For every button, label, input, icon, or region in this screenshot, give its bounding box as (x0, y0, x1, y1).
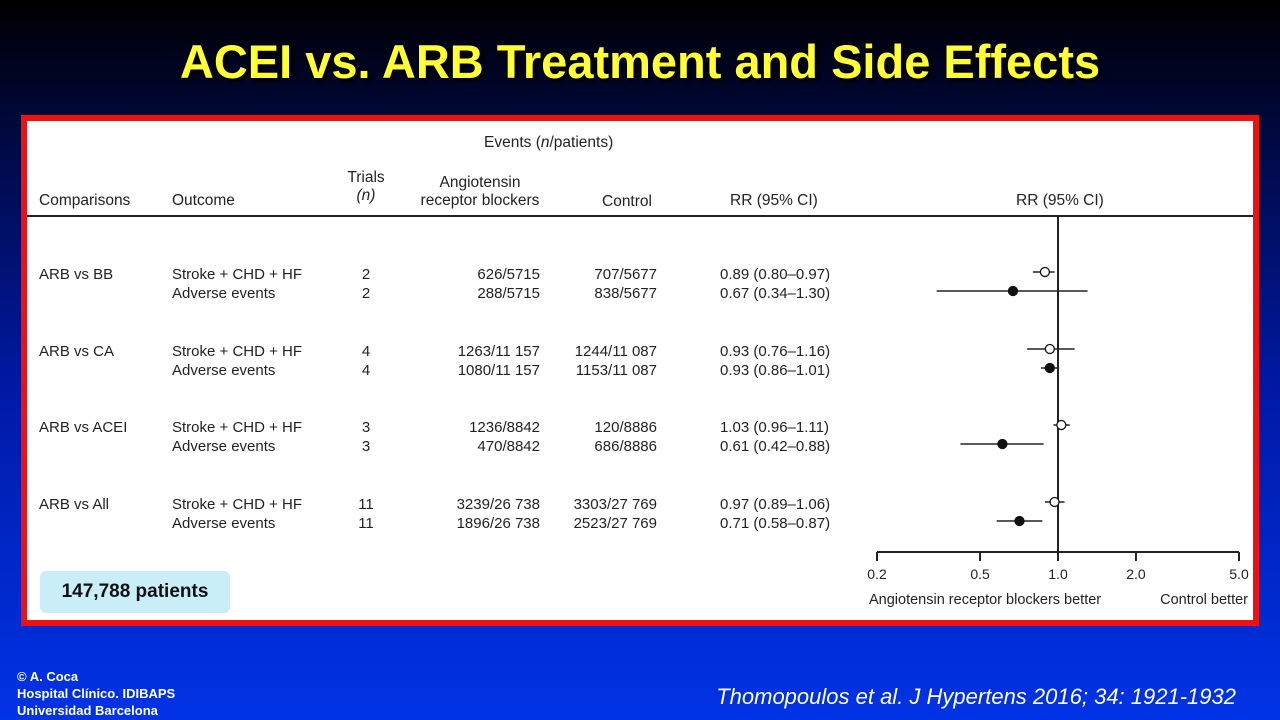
x-tick-label: 1.0 (1048, 566, 1068, 582)
rr-point (1039, 266, 1051, 278)
arb-events-cell: 288/5715 (477, 285, 540, 302)
outcome-cell: Stroke + CHD + HF (172, 266, 303, 283)
citation: Thomopoulos et al. J Hypertens 2016; 34:… (716, 684, 1236, 709)
credit-line: Universidad Barcelona (17, 703, 158, 718)
arb-events-cell: 1896/26 738 (456, 515, 540, 532)
header-arb: Angiotensin receptor blockers (420, 174, 540, 209)
trials-cell: 11 (358, 496, 374, 513)
trials-cell: 3 (361, 438, 371, 455)
x-tick-label: 5.0 (1229, 566, 1249, 582)
comparison-label: ARB vs ACEI (39, 419, 128, 436)
x-label-right: Control better (1160, 592, 1248, 608)
credit-line: © A. Coca (17, 669, 79, 684)
arb-events-cell: 1263/11 157 (457, 343, 540, 360)
outcome-cell: Adverse events (172, 285, 276, 302)
outcome-cell: Stroke + CHD + HF (172, 419, 303, 436)
control-events-cell: 120/8886 (594, 419, 657, 436)
outcome-cell: Stroke + CHD + HF (172, 496, 303, 513)
rr-point (997, 438, 1008, 450)
x-tick-label: 2.0 (1126, 566, 1146, 582)
comparison-label: ARB vs All (39, 496, 110, 513)
header-rr: RR (95% CI) (730, 192, 818, 209)
outcome-cell: Stroke + CHD + HF (172, 343, 303, 360)
control-events-cell: 838/5677 (594, 285, 657, 302)
header-control: Control (602, 193, 652, 210)
control-events-cell: 686/8886 (594, 438, 657, 455)
outcome-cell: Adverse events (172, 515, 276, 532)
trials-cell: 4 (361, 343, 371, 360)
arb-events-cell: 1236/8842 (469, 419, 540, 436)
arb-events-cell: 3239/26 738 (456, 496, 540, 513)
arb-events-cell: 626/5715 (477, 266, 540, 283)
rr-point (1044, 343, 1055, 355)
rr-point (1056, 419, 1067, 431)
x-tick-label: 0.2 (867, 566, 887, 582)
rr-cell: 0.71 (0.58–0.87) (720, 515, 831, 532)
rr-cell: 1.03 (0.96–1.11) (720, 419, 829, 436)
outcome-cell: Adverse events (172, 438, 276, 455)
events-header: Events (n/patients) (484, 134, 614, 151)
rr-cell: 0.93 (0.86–1.01) (720, 362, 831, 379)
patients-badge: 147,788 patients (40, 571, 230, 613)
arb-events-cell: 1080/11 157 (457, 362, 540, 379)
forest-plot-figure: Events (n/patients) Comparisons Outcome … (21, 115, 1259, 626)
slide-title: ACEI vs. ARB Treatment and Side Effects (179, 35, 1101, 88)
forest-plot-svg: 0.2 0.5 1.0 2.0 5.0 Angiotensin receptor bloc… (867, 215, 1249, 608)
header-plot-rr: RR (95% CI) (1016, 192, 1104, 209)
x-label-left: Angiotensin receptor blockers better (869, 592, 1101, 608)
rr-point (1049, 496, 1060, 508)
rr-point (1014, 515, 1025, 527)
header-outcome: Outcome (172, 192, 235, 209)
header-comparisons: Comparisons (39, 192, 131, 209)
rr-cell: 0.89 (0.80–0.97) (720, 266, 831, 283)
rr-cell: 0.67 (0.34–1.30) (720, 285, 831, 302)
comparison-label: ARB vs CA (39, 343, 115, 360)
control-events-cell: 2523/27 769 (573, 515, 657, 532)
control-events-cell: 3303/27 769 (573, 496, 657, 513)
rr-cell: 0.97 (0.89–1.06) (720, 496, 831, 513)
rr-cell: 0.61 (0.42–0.88) (720, 438, 831, 455)
trials-cell: 3 (361, 419, 371, 436)
header-rule (27, 215, 1253, 217)
comparison-label: ARB vs BB (39, 266, 114, 283)
rr-cell: 0.93 (0.76–1.16) (720, 343, 831, 360)
control-events-cell: 707/5677 (594, 266, 657, 283)
trials-cell: 2 (361, 285, 371, 302)
trials-cell: 4 (361, 362, 371, 379)
arb-events-cell: 470/8842 (477, 438, 540, 455)
credit: © A. Coca Hospital Clínico. IDIBAPS Univ… (17, 668, 175, 719)
x-tick-label: 0.5 (970, 566, 990, 582)
credit-line: Hospital Clínico. IDIBAPS (17, 686, 176, 701)
control-events-cell: 1244/11 087 (574, 343, 657, 360)
header-trials: Trials (n) (347, 169, 385, 204)
control-events-cell: 1153/11 087 (575, 362, 657, 379)
trials-cell: 2 (361, 266, 371, 283)
rr-point (1044, 362, 1055, 374)
rr-point (1007, 285, 1019, 297)
outcome-cell: Adverse events (172, 362, 276, 379)
trials-cell: 11 (358, 515, 374, 532)
